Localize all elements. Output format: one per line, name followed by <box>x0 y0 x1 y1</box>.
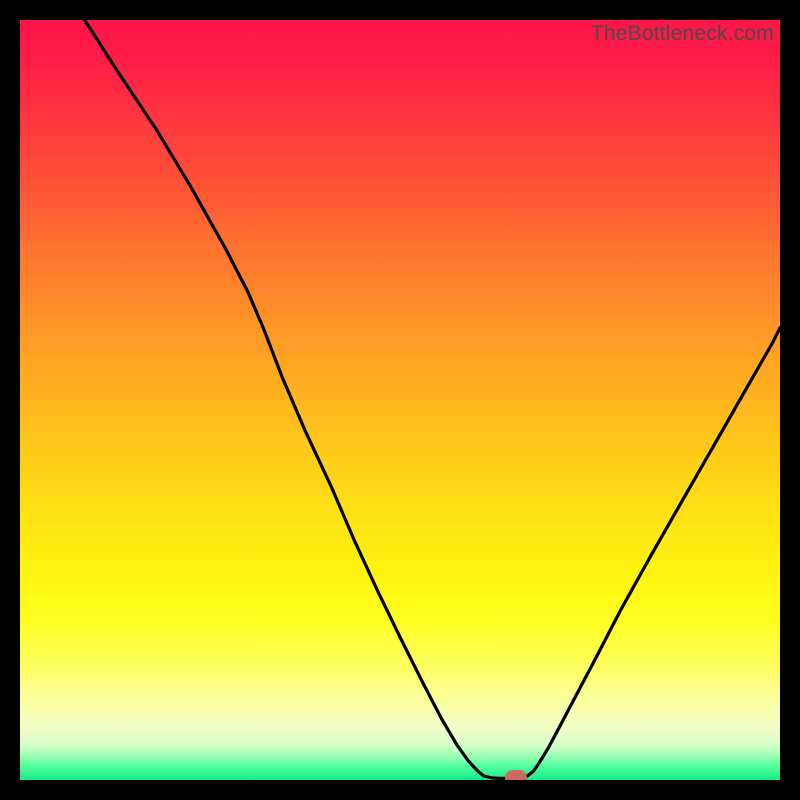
optimal-marker <box>505 770 527 780</box>
plot-area: TheBottleneck.com <box>20 20 780 780</box>
bottleneck-curve <box>20 20 780 780</box>
chart-frame: TheBottleneck.com <box>0 0 800 800</box>
curve-path <box>85 20 780 778</box>
